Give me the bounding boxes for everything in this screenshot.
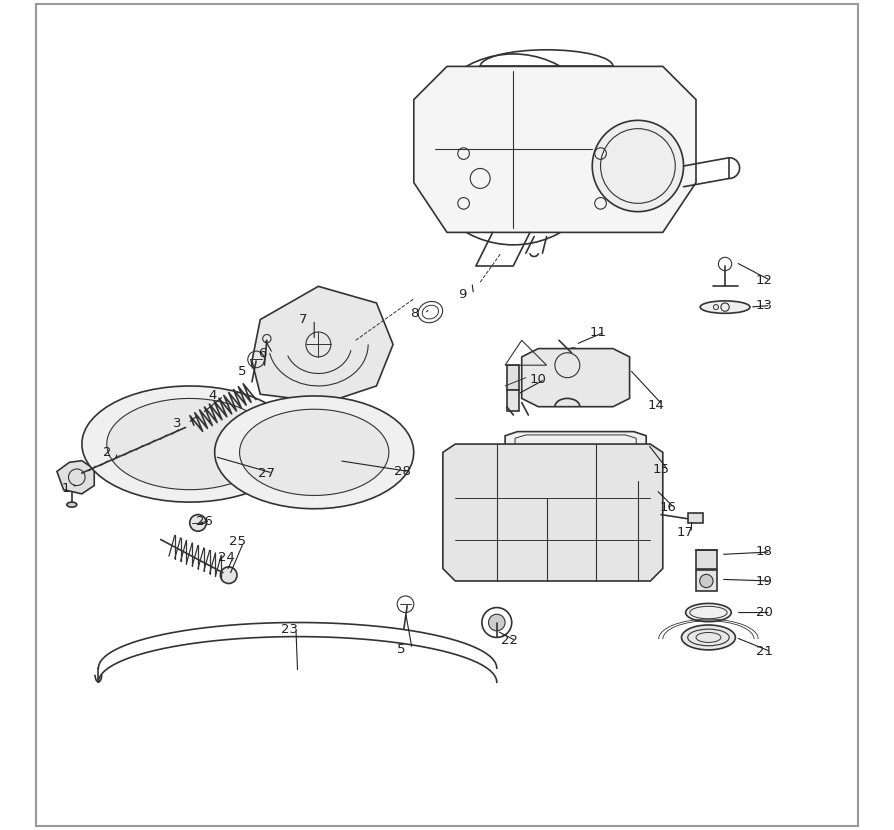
Text: 6: 6: [257, 347, 266, 360]
Text: 7: 7: [299, 313, 308, 326]
Polygon shape: [414, 66, 696, 232]
Ellipse shape: [686, 603, 731, 622]
Text: 5: 5: [397, 642, 406, 656]
Circle shape: [700, 574, 713, 588]
Polygon shape: [505, 432, 646, 457]
Polygon shape: [106, 398, 273, 490]
Text: 15: 15: [653, 463, 670, 476]
Text: 22: 22: [501, 634, 518, 647]
Text: 3: 3: [173, 417, 181, 430]
Text: 16: 16: [660, 501, 677, 515]
Text: 11: 11: [590, 325, 607, 339]
Text: 2: 2: [103, 446, 111, 459]
Ellipse shape: [67, 502, 77, 507]
Text: 1: 1: [62, 481, 71, 495]
Text: 5: 5: [238, 364, 247, 378]
Circle shape: [190, 515, 207, 531]
Circle shape: [488, 614, 505, 631]
Text: 20: 20: [755, 606, 772, 619]
Ellipse shape: [188, 407, 208, 423]
Bar: [507, 390, 519, 411]
Text: 24: 24: [218, 551, 235, 564]
Bar: [507, 365, 519, 390]
Bar: [696, 550, 717, 569]
Text: 4: 4: [209, 389, 217, 403]
Text: 25: 25: [229, 535, 246, 549]
Polygon shape: [57, 461, 94, 494]
Text: 13: 13: [755, 299, 772, 312]
Polygon shape: [215, 396, 414, 509]
Ellipse shape: [700, 300, 750, 313]
Bar: [696, 570, 717, 591]
Text: 10: 10: [530, 373, 547, 386]
Text: 18: 18: [755, 545, 772, 559]
Text: 8: 8: [409, 307, 418, 320]
Polygon shape: [522, 349, 629, 407]
Text: 28: 28: [394, 465, 410, 478]
Text: 14: 14: [648, 398, 665, 412]
Text: 21: 21: [755, 645, 772, 658]
Text: 27: 27: [257, 466, 274, 480]
Polygon shape: [443, 444, 662, 581]
Bar: [687, 513, 703, 523]
Text: 12: 12: [755, 274, 772, 287]
Text: 23: 23: [281, 622, 298, 636]
Polygon shape: [240, 409, 389, 496]
Circle shape: [592, 120, 684, 212]
Polygon shape: [252, 286, 393, 403]
Text: 9: 9: [459, 288, 467, 301]
Circle shape: [221, 567, 237, 583]
Text: 17: 17: [676, 526, 693, 540]
Polygon shape: [82, 386, 298, 502]
Text: 26: 26: [196, 515, 213, 528]
Ellipse shape: [681, 625, 736, 650]
Text: 19: 19: [755, 574, 772, 588]
